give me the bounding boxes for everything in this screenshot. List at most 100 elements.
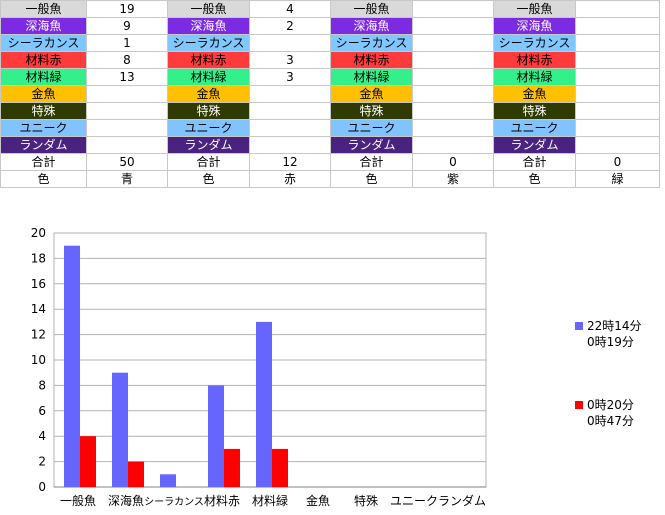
category-label-cell[interactable]: 特殊 bbox=[493, 102, 576, 120]
bar bbox=[112, 372, 128, 487]
value-cell[interactable]: 1 bbox=[86, 34, 168, 52]
category-label-cell[interactable]: 特殊 bbox=[0, 102, 87, 120]
category-label-cell[interactable]: ランダム bbox=[0, 136, 87, 154]
category-label-cell[interactable]: ユニーク bbox=[167, 119, 250, 137]
category-label-cell[interactable]: ランダム bbox=[330, 136, 413, 154]
value-cell[interactable] bbox=[249, 85, 331, 103]
value-cell[interactable] bbox=[412, 34, 494, 52]
value-cell[interactable]: 13 bbox=[86, 68, 168, 86]
color-label-cell[interactable]: 色 bbox=[330, 170, 413, 188]
color-value-cell[interactable]: 紫 bbox=[412, 170, 494, 188]
category-label-cell[interactable]: 深海魚 bbox=[493, 17, 576, 35]
category-label-cell[interactable]: シーラカンス bbox=[330, 34, 413, 52]
category-label-cell[interactable]: 一般魚 bbox=[493, 0, 576, 18]
category-label-cell[interactable]: 一般魚 bbox=[330, 0, 413, 18]
color-value-cell[interactable]: 青 bbox=[86, 170, 168, 188]
total-label-cell[interactable]: 合計 bbox=[330, 153, 413, 171]
value-cell[interactable] bbox=[412, 68, 494, 86]
category-label-cell[interactable]: 材料緑 bbox=[167, 68, 250, 86]
category-label-cell[interactable]: 一般魚 bbox=[167, 0, 250, 18]
category-label-cell[interactable]: 材料赤 bbox=[0, 51, 87, 69]
value-cell[interactable] bbox=[575, 68, 660, 86]
category-label-cell[interactable]: 一般魚 bbox=[0, 0, 87, 18]
value-cell[interactable] bbox=[575, 119, 660, 137]
category-label-cell[interactable]: ランダム bbox=[167, 136, 250, 154]
value-cell[interactable] bbox=[249, 119, 331, 137]
total-value-cell[interactable]: 12 bbox=[249, 153, 331, 171]
value-cell[interactable] bbox=[575, 34, 660, 52]
category-label-cell[interactable]: 材料緑 bbox=[493, 68, 576, 86]
total-value-cell[interactable]: 0 bbox=[412, 153, 494, 171]
value-cell[interactable] bbox=[412, 102, 494, 120]
color-label-cell[interactable]: 色 bbox=[0, 170, 87, 188]
table-row: ユニーク ユニーク ユニーク ユニーク bbox=[0, 119, 660, 137]
category-label-cell[interactable]: ユニーク bbox=[0, 119, 87, 137]
category-label-cell[interactable]: シーラカンス bbox=[0, 34, 87, 52]
category-label-cell[interactable]: シーラカンス bbox=[167, 34, 250, 52]
value-cell[interactable]: 2 bbox=[249, 17, 331, 35]
color-value-cell[interactable]: 赤 bbox=[249, 170, 331, 188]
x-tick-label: 一般魚 bbox=[60, 493, 96, 508]
value-cell[interactable] bbox=[412, 17, 494, 35]
category-label-cell[interactable]: ランダム bbox=[493, 136, 576, 154]
category-label-cell[interactable]: 深海魚 bbox=[330, 17, 413, 35]
category-label-cell[interactable]: 深海魚 bbox=[167, 17, 250, 35]
value-cell[interactable]: 4 bbox=[249, 0, 331, 18]
y-tick-label: 12 bbox=[31, 328, 46, 342]
value-cell[interactable] bbox=[412, 51, 494, 69]
value-cell[interactable]: 9 bbox=[86, 17, 168, 35]
value-cell[interactable] bbox=[249, 34, 331, 52]
color-value-cell[interactable]: 緑 bbox=[575, 170, 660, 188]
value-cell[interactable] bbox=[412, 0, 494, 18]
x-tick-label: 金魚 bbox=[306, 493, 330, 508]
value-cell[interactable] bbox=[249, 102, 331, 120]
value-cell[interactable] bbox=[249, 136, 331, 154]
table-row-color: 色青色赤色紫色緑 bbox=[0, 170, 660, 188]
table-row: 金魚 金魚 金魚 金魚 bbox=[0, 85, 660, 103]
category-label-cell[interactable]: シーラカンス bbox=[493, 34, 576, 52]
value-cell[interactable] bbox=[86, 102, 168, 120]
category-label-cell[interactable]: 材料赤 bbox=[167, 51, 250, 69]
bar-chart: 0 2 4 6 8 10 12 14 16 18 20 一般魚 深海魚 シーラカンス 材料赤 材料緑 金魚 特殊ユ… bbox=[31, 226, 487, 508]
color-label-cell[interactable]: 色 bbox=[167, 170, 250, 188]
value-cell[interactable] bbox=[575, 51, 660, 69]
category-label-cell[interactable]: ユニーク bbox=[493, 119, 576, 137]
category-label-cell[interactable]: 材料赤 bbox=[330, 51, 413, 69]
value-cell[interactable] bbox=[575, 102, 660, 120]
category-label-cell[interactable]: 材料緑 bbox=[330, 68, 413, 86]
x-tick-label: 特殊 bbox=[354, 493, 378, 508]
total-value-cell[interactable]: 50 bbox=[86, 153, 168, 171]
category-label-cell[interactable]: 金魚 bbox=[493, 85, 576, 103]
total-label-cell[interactable]: 合計 bbox=[0, 153, 87, 171]
table-row: 材料緑 13 材料緑 3 材料緑 材料緑 bbox=[0, 68, 660, 86]
category-label-cell[interactable]: 特殊 bbox=[167, 102, 250, 120]
value-cell[interactable] bbox=[86, 119, 168, 137]
category-label-cell[interactable]: 材料緑 bbox=[0, 68, 87, 86]
value-cell[interactable] bbox=[412, 85, 494, 103]
total-label-cell[interactable]: 合計 bbox=[493, 153, 576, 171]
value-cell[interactable]: 19 bbox=[86, 0, 168, 18]
category-label-cell[interactable]: ユニーク bbox=[330, 119, 413, 137]
value-cell[interactable] bbox=[412, 136, 494, 154]
value-cell[interactable] bbox=[86, 85, 168, 103]
value-cell[interactable]: 8 bbox=[86, 51, 168, 69]
total-value-cell[interactable]: 0 bbox=[575, 153, 660, 171]
value-cell[interactable] bbox=[575, 85, 660, 103]
category-label-cell[interactable]: 金魚 bbox=[330, 85, 413, 103]
category-label-cell[interactable]: 材料赤 bbox=[493, 51, 576, 69]
y-tick-label: 0 bbox=[38, 480, 46, 494]
category-label-cell[interactable]: 特殊 bbox=[330, 102, 413, 120]
value-cell[interactable]: 3 bbox=[249, 68, 331, 86]
color-label-cell[interactable]: 色 bbox=[493, 170, 576, 188]
value-cell[interactable] bbox=[575, 136, 660, 154]
value-cell[interactable] bbox=[412, 119, 494, 137]
value-cell[interactable]: 3 bbox=[249, 51, 331, 69]
category-label-cell[interactable]: 金魚 bbox=[0, 85, 87, 103]
category-label-cell[interactable]: 金魚 bbox=[167, 85, 250, 103]
value-cell[interactable] bbox=[86, 136, 168, 154]
table-body: 一般魚 19 一般魚 4 一般魚 一般魚 深海魚 9 深海魚 2 深海魚 深海魚 シーラカンス 1 シーラカ… bbox=[0, 0, 660, 188]
value-cell[interactable] bbox=[575, 17, 660, 35]
value-cell[interactable] bbox=[575, 0, 660, 18]
total-label-cell[interactable]: 合計 bbox=[167, 153, 250, 171]
category-label-cell[interactable]: 深海魚 bbox=[0, 17, 87, 35]
